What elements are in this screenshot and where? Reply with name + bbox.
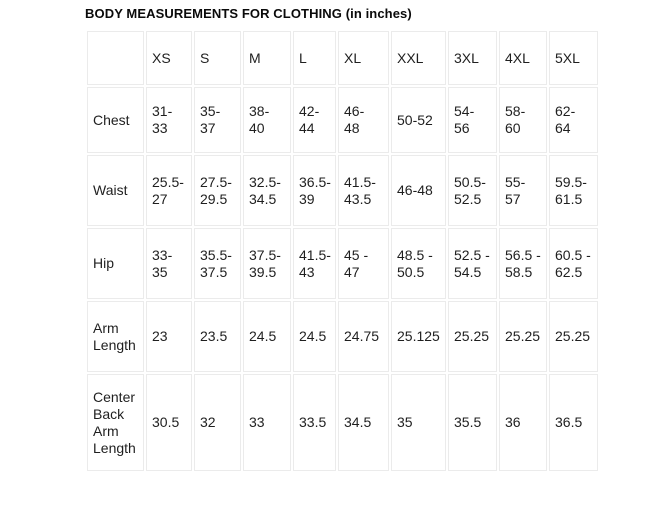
measurement-cell: 23.5	[194, 301, 241, 372]
measurement-cell: 32	[194, 374, 241, 471]
measurement-cell: 25.25	[448, 301, 497, 372]
header-cell-s: S	[194, 31, 241, 85]
measurement-cell: 50-52	[391, 87, 446, 153]
measurement-cell: 35	[391, 374, 446, 471]
measurement-cell: 31- 33	[146, 87, 192, 153]
measurement-cell: 59.5- 61.5	[549, 155, 598, 226]
measurement-cell: 38- 40	[243, 87, 291, 153]
measurement-cell: 30.5	[146, 374, 192, 471]
measurement-cell: 36.5- 39	[293, 155, 336, 226]
row-label-center-back-arm-length: Center Back Arm Length	[87, 374, 144, 471]
table-row-center-back-arm-length: Center Back Arm Length 30.5 32 33 33.5 3…	[87, 374, 598, 471]
measurement-cell: 46- 48	[338, 87, 389, 153]
measurement-cell: 55- 57	[499, 155, 547, 226]
measurement-cell: 62- 64	[549, 87, 598, 153]
measurement-cell: 41.5- 43	[293, 228, 336, 299]
measurement-cell: 35- 37	[194, 87, 241, 153]
row-label-hip: Hip	[87, 228, 144, 299]
table-row-waist: Waist 25.5- 27 27.5- 29.5 32.5- 34.5 36.…	[87, 155, 598, 226]
header-cell-3xl: 3XL	[448, 31, 497, 85]
measurement-cell: 25.25	[549, 301, 598, 372]
row-label-arm-length: Arm Length	[87, 301, 144, 372]
header-cell-5xl: 5XL	[549, 31, 598, 85]
header-cell-xs: XS	[146, 31, 192, 85]
table-row-arm-length: Arm Length 23 23.5 24.5 24.5 24.75 25.12…	[87, 301, 598, 372]
corner-cell	[87, 31, 144, 85]
measurement-cell: 35.5	[448, 374, 497, 471]
measurement-cell: 37.5- 39.5	[243, 228, 291, 299]
measurement-cell: 25.25	[499, 301, 547, 372]
table-row-hip: Hip 33- 35 35.5- 37.5 37.5- 39.5 41.5- 4…	[87, 228, 598, 299]
body-measurements-table: XS S M L XL XXL 3XL 4XL 5XL Chest 31- 33…	[85, 29, 600, 473]
measurement-cell: 42- 44	[293, 87, 336, 153]
measurement-cell: 25.5- 27	[146, 155, 192, 226]
measurement-cell: 52.5 - 54.5	[448, 228, 497, 299]
measurement-cell: 34.5	[338, 374, 389, 471]
page-title: BODY MEASUREMENTS FOR CLOTHING (in inche…	[85, 6, 412, 21]
table-row-chest: Chest 31- 33 35- 37 38- 40 42- 44 46- 48…	[87, 87, 598, 153]
measurement-cell: 33- 35	[146, 228, 192, 299]
header-cell-xxl: XXL	[391, 31, 446, 85]
measurement-cell: 54- 56	[448, 87, 497, 153]
measurement-cell: 23	[146, 301, 192, 372]
measurement-cell: 24.5	[243, 301, 291, 372]
measurement-cell: 45 - 47	[338, 228, 389, 299]
header-cell-xl: XL	[338, 31, 389, 85]
table-header-row: XS S M L XL XXL 3XL 4XL 5XL	[87, 31, 598, 85]
measurement-cell: 33.5	[293, 374, 336, 471]
row-label-chest: Chest	[87, 87, 144, 153]
measurement-cell: 27.5- 29.5	[194, 155, 241, 226]
measurement-cell: 24.5	[293, 301, 336, 372]
measurement-cell: 48.5 - 50.5	[391, 228, 446, 299]
measurement-cell: 33	[243, 374, 291, 471]
measurement-cell: 35.5- 37.5	[194, 228, 241, 299]
header-cell-m: M	[243, 31, 291, 85]
row-label-waist: Waist	[87, 155, 144, 226]
measurement-cell: 25.125	[391, 301, 446, 372]
measurement-cell: 36	[499, 374, 547, 471]
measurement-cell: 50.5- 52.5	[448, 155, 497, 226]
header-cell-l: L	[293, 31, 336, 85]
measurement-cell: 32.5- 34.5	[243, 155, 291, 226]
measurement-cell: 58- 60	[499, 87, 547, 153]
measurement-cell: 56.5 - 58.5	[499, 228, 547, 299]
header-cell-4xl: 4XL	[499, 31, 547, 85]
measurement-cell: 41.5- 43.5	[338, 155, 389, 226]
measurement-cell: 24.75	[338, 301, 389, 372]
measurement-cell: 46-48	[391, 155, 446, 226]
measurement-cell: 36.5	[549, 374, 598, 471]
measurement-cell: 60.5 - 62.5	[549, 228, 598, 299]
